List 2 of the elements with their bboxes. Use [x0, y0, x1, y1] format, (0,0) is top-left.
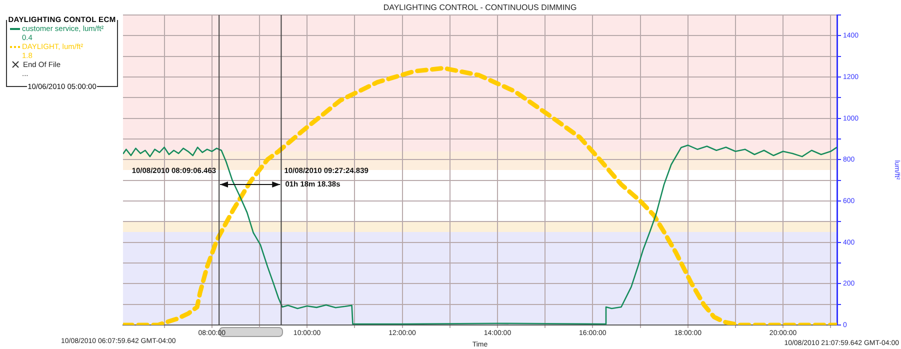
- chart-title: DAYLIGHTING CONTROL - CONTINUOUS DIMMING: [383, 3, 577, 12]
- line-series: [123, 66, 837, 325]
